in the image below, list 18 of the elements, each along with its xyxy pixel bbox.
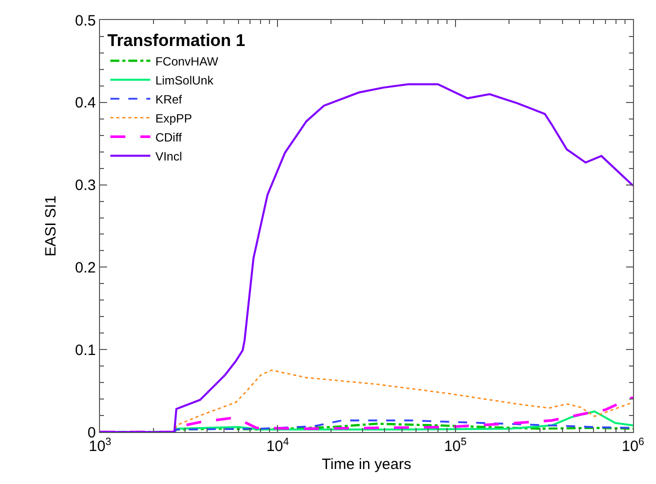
legend-label: ExpPP — [155, 111, 192, 126]
legend-label: CDiff — [155, 130, 182, 144]
x-tick-label: 10$^{6}$ — [622, 436, 644, 456]
x-tick-label: 10$^{4}$ — [266, 436, 290, 456]
legend-label: KRef — [155, 92, 183, 106]
y-tick-label: 0.2 — [75, 259, 96, 276]
y-tick-label: 0.4 — [75, 94, 96, 112]
legend-label: FConvHAW — [155, 54, 219, 68]
y-tick-label: 0.5 — [75, 12, 96, 30]
legend-label: VIncl — [155, 149, 182, 164]
x-axis-title: Time in years — [322, 456, 412, 474]
y-tick-label: 0.1 — [75, 342, 96, 359]
y-tick-label: 0.3 — [75, 177, 96, 194]
legend-label: LimSolUnk — [155, 73, 214, 88]
legend-title: Transformation 1 — [107, 31, 246, 50]
y-axis-title: EASI SI1 — [42, 196, 60, 256]
x-tick-label: 10$^{5}$ — [444, 436, 467, 456]
y-tick-label: 0 — [88, 424, 96, 442]
